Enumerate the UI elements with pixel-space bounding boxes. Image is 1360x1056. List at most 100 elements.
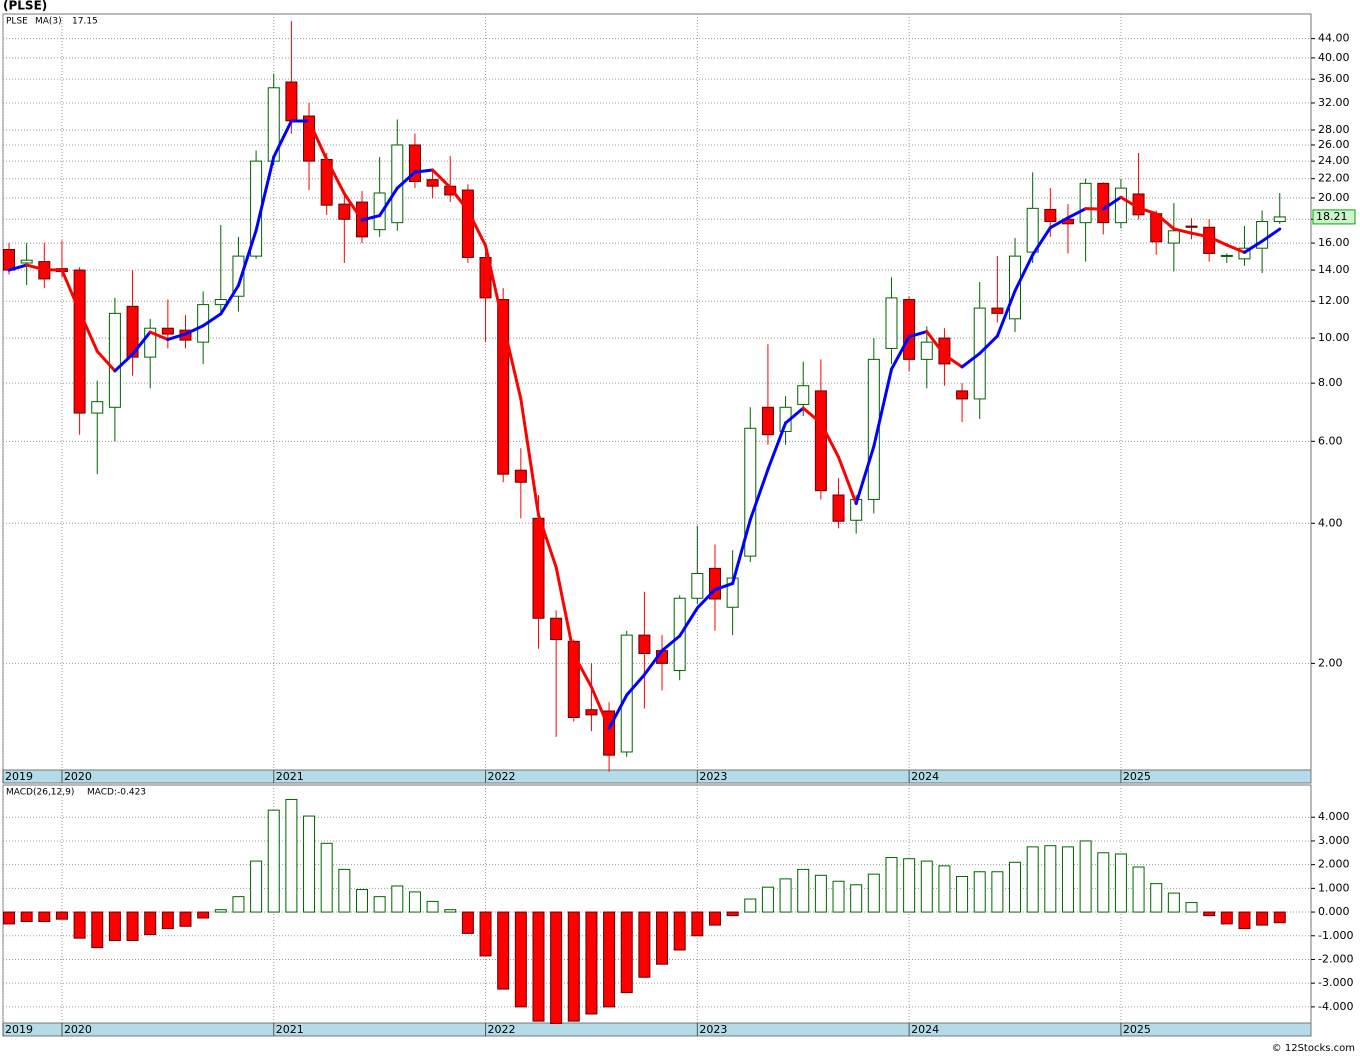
macd-bar: [761, 886, 774, 913]
macd-bar: [832, 880, 845, 913]
ma-segment: [484, 244, 505, 326]
ma-segment: [748, 467, 770, 522]
date-band: [2, 1022, 1312, 1037]
ma-segment: [272, 119, 293, 159]
ma-segment: [766, 421, 788, 471]
macd-bar: [250, 860, 263, 913]
ma-segment: [907, 330, 929, 339]
macd-bar: [603, 911, 616, 1008]
candle-body: [885, 297, 898, 349]
y-tick-label: 28.00: [1318, 123, 1350, 136]
ma-segment: [1190, 231, 1211, 239]
candle-body: [567, 640, 580, 719]
candle-body: [232, 255, 245, 297]
macd-bar: [479, 911, 492, 957]
ma-segment: [1013, 253, 1035, 293]
x-tick-label: 2021: [276, 1023, 304, 1036]
macd-bar: [73, 911, 86, 939]
x-tick-label: 2020: [64, 1023, 92, 1036]
ma-label: MA(3): [35, 17, 62, 27]
candle-body: [1079, 182, 1092, 224]
macd-bar: [797, 868, 810, 913]
macd-bar: [956, 876, 969, 913]
ma-segment: [1154, 212, 1176, 231]
candle-body: [1167, 230, 1180, 244]
ma-segment: [678, 606, 699, 638]
x-tick-label: 2019: [5, 1023, 33, 1036]
candle-body: [691, 572, 704, 599]
ma-segment: [889, 335, 911, 371]
ma-segment: [695, 588, 717, 610]
candle-body: [708, 567, 721, 600]
ma-segment: [325, 157, 346, 196]
macd-bar: [920, 860, 933, 913]
x-tick-label: 2024: [911, 1023, 939, 1036]
y-tick-label: -1.000: [1318, 929, 1353, 942]
ma-segment: [1260, 227, 1282, 243]
macd-bar: [1220, 911, 1233, 925]
y-tick-label: 10.00: [1318, 331, 1350, 344]
ma-segment: [360, 214, 382, 222]
ma-segment: [625, 673, 646, 697]
macd-bar: [179, 911, 192, 927]
macd-bar: [903, 858, 916, 913]
ma-segment: [60, 268, 82, 314]
y-tick-label: 4.000: [1318, 810, 1350, 823]
x-tick-label: 2025: [1123, 1023, 1151, 1036]
ma-segment: [713, 581, 735, 592]
y-tick-label: 4.00: [1318, 516, 1343, 529]
macd-bar: [461, 911, 474, 934]
candle-body: [426, 179, 439, 187]
y-tick-label: 36.00: [1318, 72, 1350, 85]
plot-area: [2, 784, 1312, 1024]
ma-segment: [1242, 239, 1264, 254]
ma-segment: [148, 330, 170, 341]
x-tick-label: 2025: [1123, 770, 1151, 783]
ma-segment: [466, 208, 488, 248]
last-price-box: [1312, 209, 1356, 225]
macd-bar: [497, 911, 510, 990]
y-tick-label: 3.000: [1318, 834, 1350, 847]
macd-bar: [638, 911, 651, 978]
symbol-label: PLSE: [6, 17, 28, 27]
candle-body: [1097, 182, 1110, 224]
y-tick-label: 20.00: [1318, 191, 1350, 204]
y-tick-label: 8.00: [1318, 376, 1343, 389]
macd-bar: [38, 911, 51, 923]
candle-body: [797, 385, 810, 405]
macd-bar: [1185, 902, 1198, 913]
candle-body: [497, 299, 510, 475]
macd-bar: [550, 911, 563, 1024]
macd-bar: [1044, 845, 1057, 913]
ma-segment: [113, 352, 135, 373]
macd-bar: [338, 868, 351, 913]
plot-area: [2, 13, 1312, 771]
macd-bar: [885, 857, 898, 913]
candle-body: [214, 299, 227, 306]
macd-bar: [673, 911, 686, 951]
last-price: 18.21: [1316, 210, 1348, 223]
candle-body: [1273, 216, 1286, 223]
ma-segment: [1137, 206, 1158, 216]
candle-body: [126, 305, 139, 358]
candle-body: [920, 341, 933, 360]
x-tick-label: 2023: [699, 770, 727, 783]
candle-body: [373, 192, 386, 231]
macd-bar: [1114, 853, 1127, 913]
macd-bar: [514, 911, 527, 1008]
y-tick-label: 24.00: [1318, 154, 1350, 167]
macd-bar: [567, 911, 580, 1022]
macd-label: MACD(26,12,9): [6, 788, 74, 798]
ma-segment: [942, 353, 964, 369]
macd-bar: [1009, 861, 1022, 913]
x-tick-label: 2023: [699, 1023, 727, 1036]
macd-bar: [744, 898, 757, 913]
y-tick-label: 6.00: [1318, 434, 1343, 447]
macd-bar: [585, 911, 598, 1015]
ma-segment: [536, 513, 558, 569]
candle-body: [1203, 226, 1216, 254]
macd-bar: [303, 815, 316, 913]
candle-body: [832, 494, 845, 522]
